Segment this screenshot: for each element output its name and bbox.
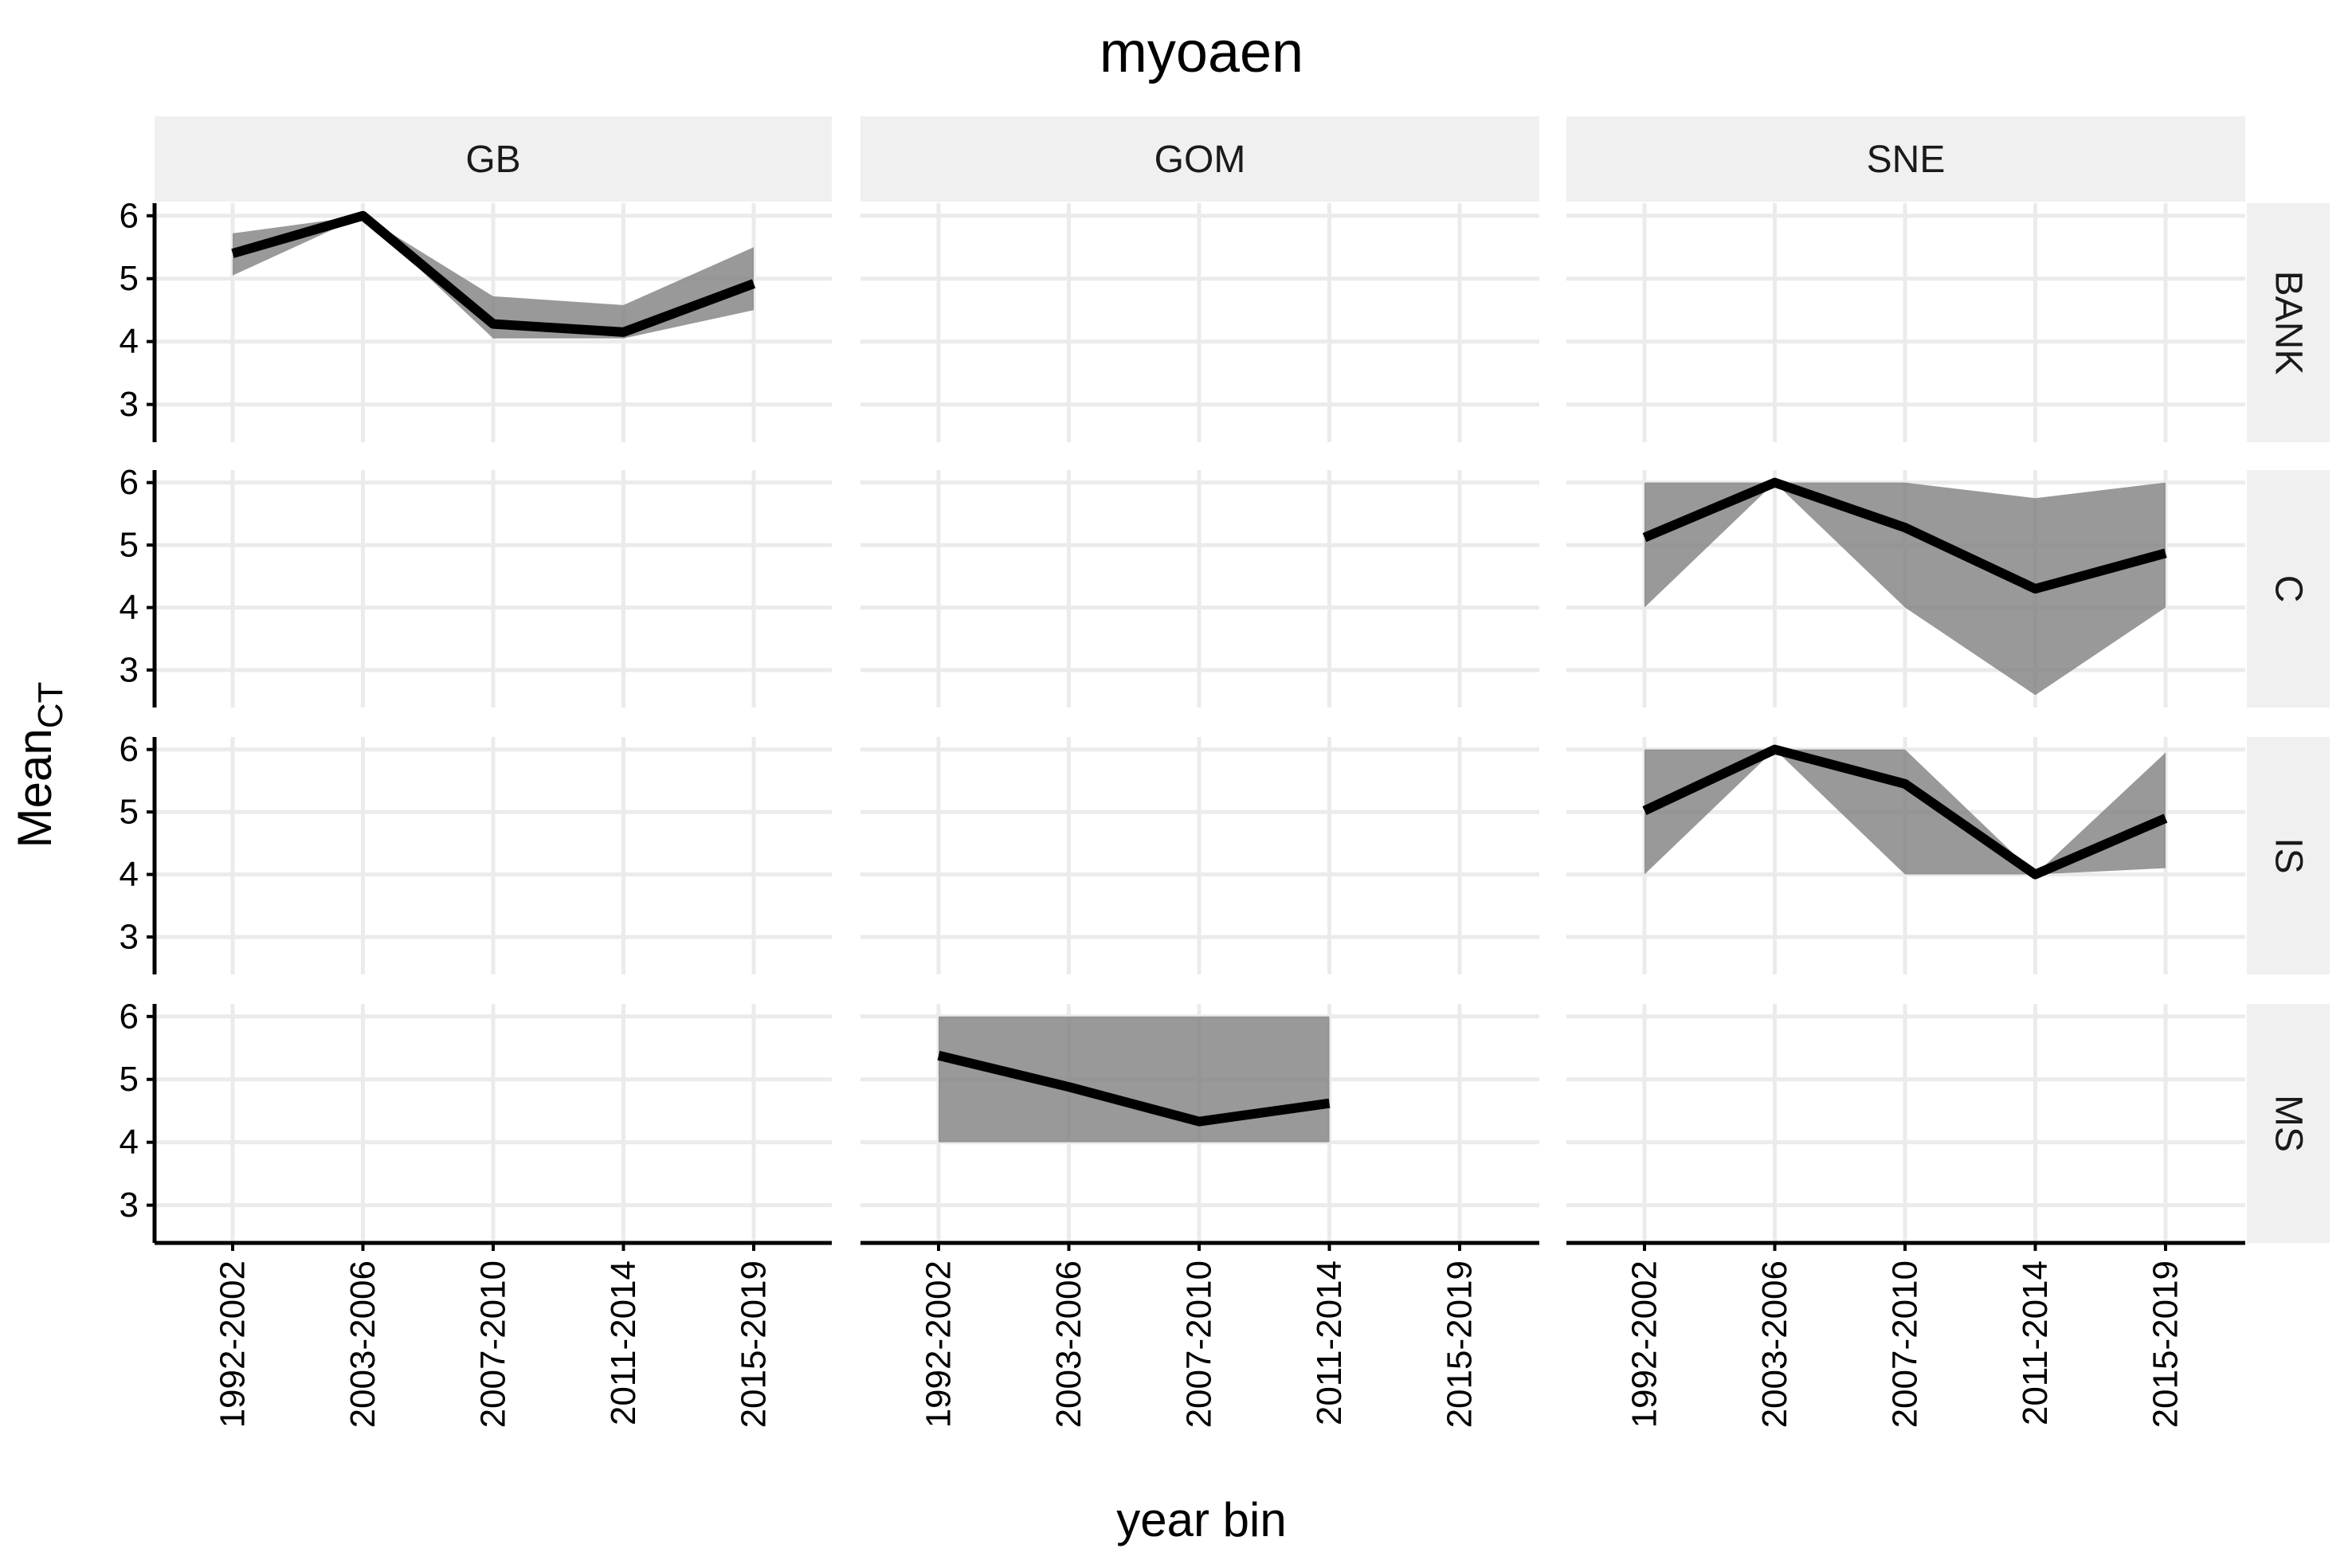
x-tick-label: 2003-2006: [1755, 1260, 1794, 1428]
panel-ms-gb: [155, 1004, 832, 1243]
col-strip-label-gb: GB: [465, 139, 520, 181]
x-tick-label: 2007-2010: [474, 1260, 513, 1428]
x-tick-label: 2011-2014: [604, 1260, 643, 1425]
panel-bank-sne: [1566, 203, 2245, 442]
panel-ms-sne: [1566, 1004, 2245, 1243]
x-tick-label: 2015-2019: [2146, 1260, 2185, 1428]
x-tick-label: 2003-2006: [1049, 1260, 1088, 1428]
panel-is-gb: [155, 737, 832, 974]
row-strip-label-bank: BANK: [2268, 271, 2310, 375]
ribbon-is-sne: [1644, 749, 2166, 875]
x-tick-label: 2007-2010: [1886, 1260, 1925, 1428]
x-tick-label: 2011-2014: [1310, 1260, 1349, 1425]
row-strip-bank: [2247, 203, 2330, 442]
panel-bank-gom: [860, 203, 1539, 442]
x-tick-label: 2007-2010: [1180, 1260, 1219, 1428]
y-tick-label: 3: [120, 917, 139, 956]
y-tick-label: 5: [120, 793, 139, 832]
y-axis-title: MeanCT: [8, 682, 70, 849]
row-strip-label-is: IS: [2268, 837, 2310, 873]
y-tick-label: 5: [120, 526, 139, 565]
x-axis-title: year bin: [1116, 1493, 1286, 1546]
panel-c-gb: [155, 470, 832, 708]
col-strip-label-gom: GOM: [1154, 139, 1246, 181]
y-tick-label: 6: [120, 463, 139, 502]
x-tick-label: 2003-2006: [343, 1260, 382, 1428]
panel-is-gom: [860, 737, 1539, 974]
y-tick-label: 3: [120, 650, 139, 689]
col-strip-gb: [155, 116, 832, 202]
chart-title: myoaen: [1100, 21, 1303, 84]
row-strip-label-c: C: [2268, 575, 2310, 603]
y-tick-label: 4: [120, 1123, 139, 1162]
y-tick-label: 3: [120, 385, 139, 424]
y-tick-label: 6: [120, 997, 139, 1036]
mean-line-is-sne: [1642, 744, 2168, 880]
row-strip-ms: [2247, 1004, 2330, 1243]
y-tick-label: 5: [120, 259, 139, 298]
facet-grid: GB GOM SNE BANK C IS MS 3 4 5 6 3 4 5 6 3 4 5 6 3 4 5 6 1992-20…: [120, 116, 2330, 1428]
ribbon-ms-gom: [939, 1016, 1330, 1143]
y-tick-label: 5: [120, 1060, 139, 1099]
y-axis-title-subscript: CT: [31, 682, 70, 729]
col-strip-sne: [1566, 116, 2245, 202]
mean-line-ms-gom: [937, 1050, 1331, 1127]
panel-c-gom: [860, 470, 1539, 708]
col-strip-label-sne: SNE: [1867, 139, 1946, 181]
y-tick-label: 4: [120, 322, 139, 361]
y-tick-label: 4: [120, 855, 139, 894]
y-tick-label: 3: [120, 1186, 139, 1225]
row-strip-is: [2247, 737, 2330, 974]
col-strip-gom: [860, 116, 1539, 202]
y-tick-label: 6: [120, 730, 139, 769]
x-tick-label: 2011-2014: [2016, 1260, 2055, 1425]
x-tick-label: 1992-2002: [919, 1260, 958, 1428]
y-tick-label: 4: [120, 588, 139, 627]
y-tick-label: 6: [120, 196, 139, 235]
y-axis-title-main: Mean: [8, 728, 61, 848]
x-tick-label: 2015-2019: [735, 1260, 774, 1428]
x-tick-label: 2015-2019: [1441, 1260, 1480, 1428]
row-strip-label-ms: MS: [2268, 1095, 2310, 1152]
ribbon-bank-gb: [233, 215, 754, 339]
x-tick-label: 1992-2002: [214, 1260, 253, 1428]
x-tick-label: 1992-2002: [1625, 1260, 1664, 1428]
mean-line-bank-gb: [231, 210, 756, 337]
ribbon-c-sne: [1644, 482, 2166, 696]
row-strip-c: [2247, 470, 2330, 708]
mean-line-c-sne: [1642, 477, 2167, 594]
